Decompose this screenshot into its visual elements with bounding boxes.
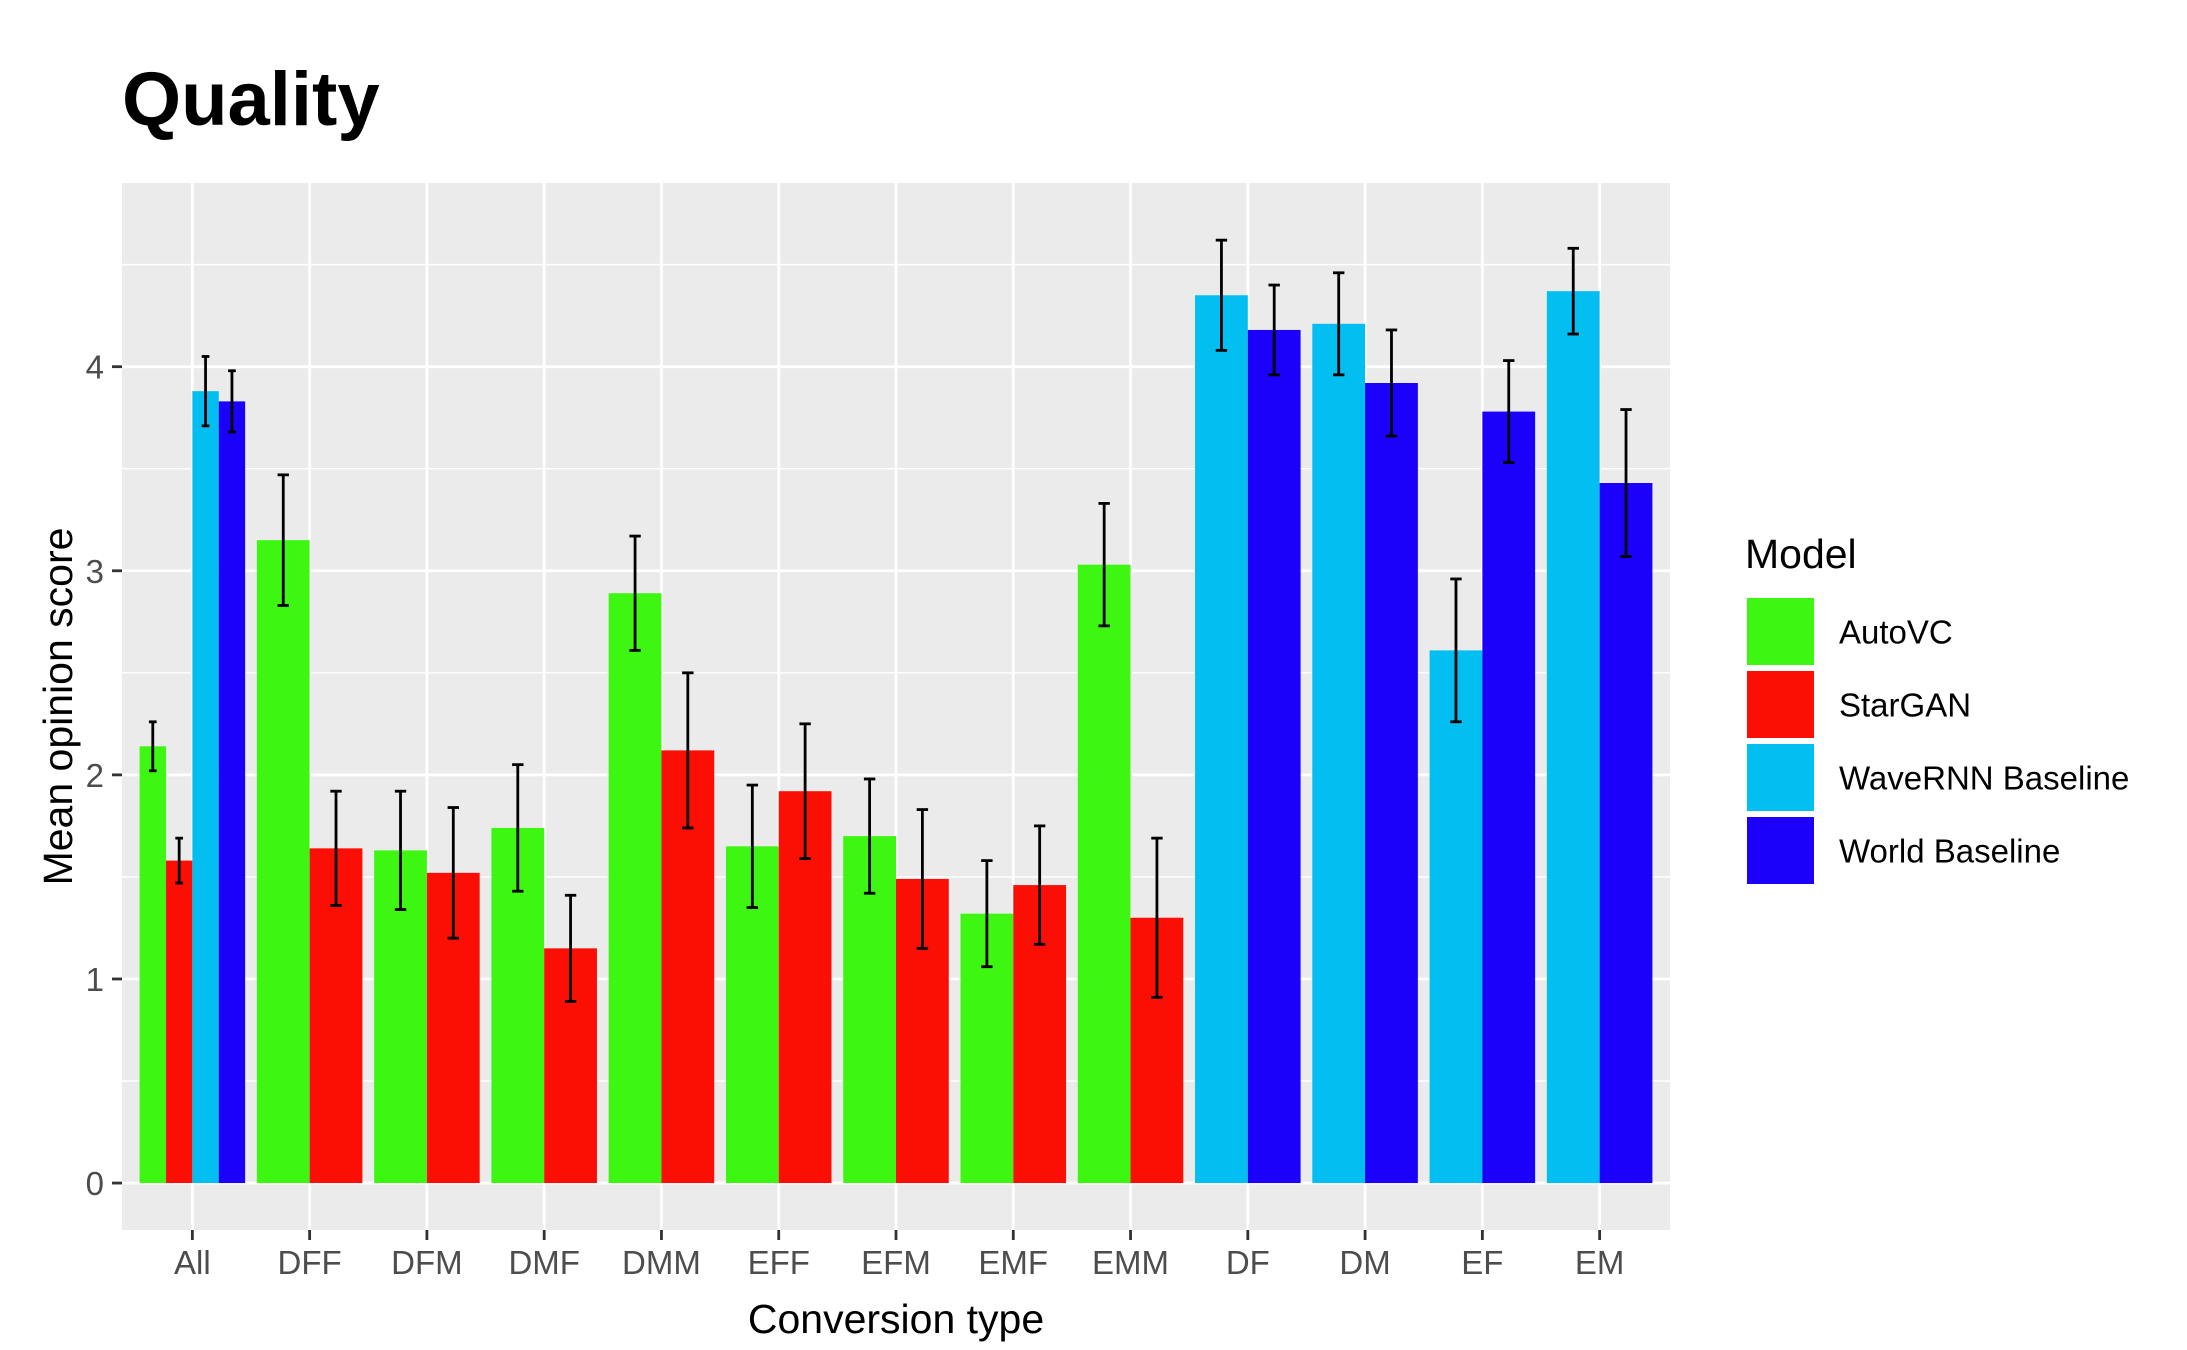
y-tick-label: 1 <box>86 961 104 998</box>
error-bar-dff-stargan <box>330 789 342 907</box>
legend-title: Model <box>1745 531 1857 577</box>
error-bar-dfm-stargan <box>447 806 459 940</box>
legend-key-wavernn-baseline <box>1747 744 1814 811</box>
plot-panel <box>122 183 1670 1230</box>
x-tick-label: DF <box>1226 1244 1270 1281</box>
y-axis: 0 1 2 3 4 <box>86 349 122 1202</box>
error-bar-efm-stargan <box>916 808 929 950</box>
error-bar-dm-world-baseline <box>1385 328 1398 438</box>
x-tick-label: All <box>174 1244 211 1281</box>
error-bar-df-world-baseline <box>1268 283 1280 377</box>
x-tick-label: EMM <box>1092 1244 1169 1281</box>
x-tick-label: DMF <box>508 1244 579 1281</box>
x-tick-label: EM <box>1575 1244 1625 1281</box>
x-tick-label: EF <box>1461 1244 1503 1281</box>
error-bar-dmm-autovc <box>629 534 641 652</box>
bar-em-world-baseline <box>1599 483 1653 1184</box>
error-bar-emm-stargan <box>1151 836 1163 999</box>
legend-key-stargan <box>1747 671 1814 738</box>
error-bar-dmf-autovc <box>512 763 524 893</box>
x-tick-label: EFF <box>748 1244 810 1281</box>
error-bar-eff-stargan <box>799 722 811 860</box>
bar-all-world-baseline <box>218 401 246 1184</box>
y-tick-label: 0 <box>86 1165 104 1202</box>
bar-ef-world-baseline <box>1482 411 1536 1184</box>
chart-title: Quality <box>122 57 380 142</box>
x-tick-label: DMM <box>622 1244 701 1281</box>
error-bar-ef-wavernn-baseline <box>1450 577 1462 724</box>
x-axis: All DFF DFM DMF DMM EFF EFM EMF EMM DF DM EF EM <box>174 1230 1624 1281</box>
error-bar-all-wavernn-baseline <box>201 355 210 428</box>
error-bars <box>148 238 1632 1003</box>
error-bar-dm-wavernn-baseline <box>1333 271 1345 377</box>
x-axis-title: Conversion type <box>748 1296 1044 1342</box>
legend: Model AutoVC StarGAN WaveRNN Baseline World… <box>1745 531 2129 884</box>
bar-df-wavernn-baseline <box>1195 295 1248 1184</box>
error-bar-ef-world-baseline <box>1503 359 1515 465</box>
error-bar-em-world-baseline <box>1620 408 1632 558</box>
x-tick-label: EFM <box>861 1244 931 1281</box>
bar-dm-wavernn-baseline <box>1312 323 1366 1184</box>
error-bar-dff-autovc <box>277 473 289 607</box>
y-tick-label: 2 <box>86 757 104 794</box>
bar-ef-wavernn-baseline <box>1429 650 1483 1184</box>
y-tick-label: 3 <box>86 553 104 590</box>
legend-key-autovc <box>1747 598 1814 665</box>
y-tick-label: 4 <box>86 349 104 386</box>
legend-label: AutoVC <box>1839 614 1953 651</box>
bar-all-autovc <box>139 746 166 1184</box>
error-bar-dmm-stargan <box>682 671 694 830</box>
error-bar-all-stargan <box>175 836 184 885</box>
error-bar-emf-stargan <box>1033 824 1046 946</box>
bar-dm-world-baseline <box>1365 383 1418 1184</box>
bar-df-world-baseline <box>1247 329 1301 1184</box>
legend-label: StarGAN <box>1839 687 1971 724</box>
error-bar-emm-autovc <box>1098 502 1110 628</box>
bar-all-stargan <box>165 860 193 1184</box>
bar-emm-autovc <box>1077 564 1131 1184</box>
legend-key-world-baseline <box>1747 817 1814 884</box>
error-bar-efm-autovc <box>863 777 876 895</box>
error-bar-eff-autovc <box>746 783 759 909</box>
error-bar-df-wavernn-baseline <box>1215 238 1228 352</box>
legend-label: WaveRNN Baseline <box>1839 760 2129 797</box>
error-bar-dmf-stargan <box>564 893 577 1003</box>
x-tick-label: DFM <box>391 1244 462 1281</box>
error-bar-emf-autovc <box>981 859 993 969</box>
x-tick-label: EMF <box>978 1244 1048 1281</box>
bar-all-wavernn-baseline <box>192 391 219 1184</box>
error-bar-dfm-autovc <box>394 789 407 911</box>
legend-label: World Baseline <box>1839 833 2060 870</box>
bar-dmm-autovc <box>608 593 662 1184</box>
bar-dff-autovc <box>256 540 310 1184</box>
error-bar-all-world-baseline <box>228 369 236 434</box>
error-bar-em-wavernn-baseline <box>1567 246 1579 336</box>
x-tick-label: DFF <box>278 1244 342 1281</box>
y-axis-title: Mean opinion score <box>35 528 81 886</box>
x-tick-label: DM <box>1339 1244 1390 1281</box>
error-bar-all-autovc <box>148 720 157 773</box>
bar-em-wavernn-baseline <box>1546 291 1600 1184</box>
